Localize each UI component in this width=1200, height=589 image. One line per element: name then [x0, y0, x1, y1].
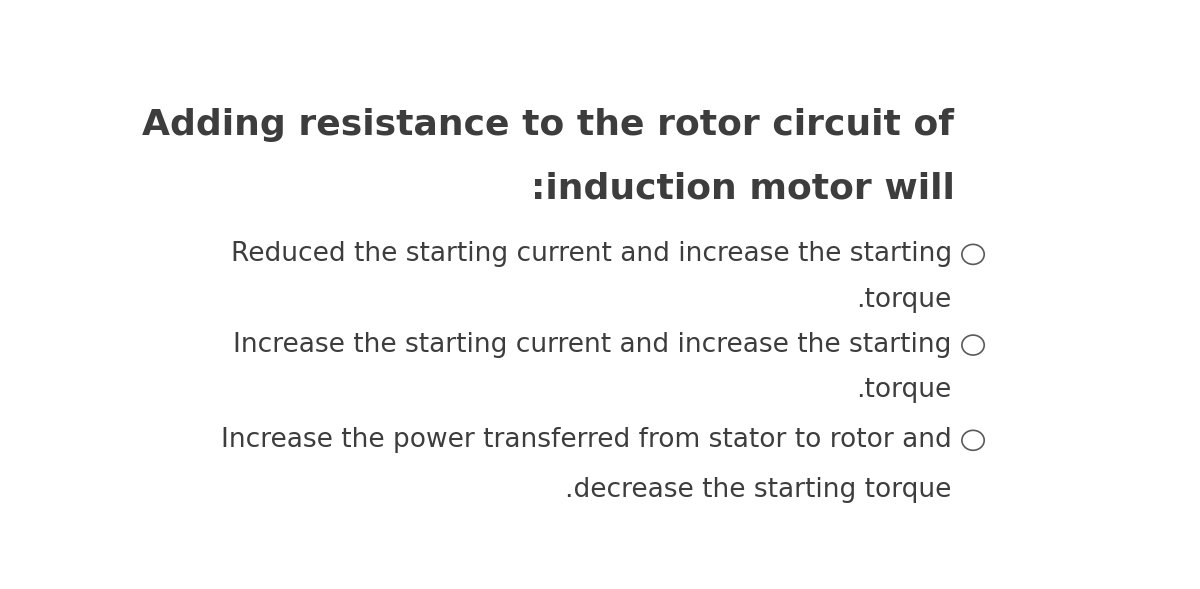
Text: :induction motor will: :induction motor will: [530, 171, 954, 206]
Text: .decrease the starting torque: .decrease the starting torque: [565, 477, 952, 503]
Text: .torque: .torque: [857, 287, 952, 313]
Text: .torque: .torque: [857, 378, 952, 403]
Text: Increase the starting current and increase the starting: Increase the starting current and increa…: [233, 332, 952, 358]
Text: Increase the power transferred from stator to rotor and: Increase the power transferred from stat…: [221, 427, 952, 454]
Text: Reduced the starting current and increase the starting: Reduced the starting current and increas…: [230, 241, 952, 267]
Text: Adding resistance to the rotor circuit of: Adding resistance to the rotor circuit o…: [143, 108, 954, 142]
